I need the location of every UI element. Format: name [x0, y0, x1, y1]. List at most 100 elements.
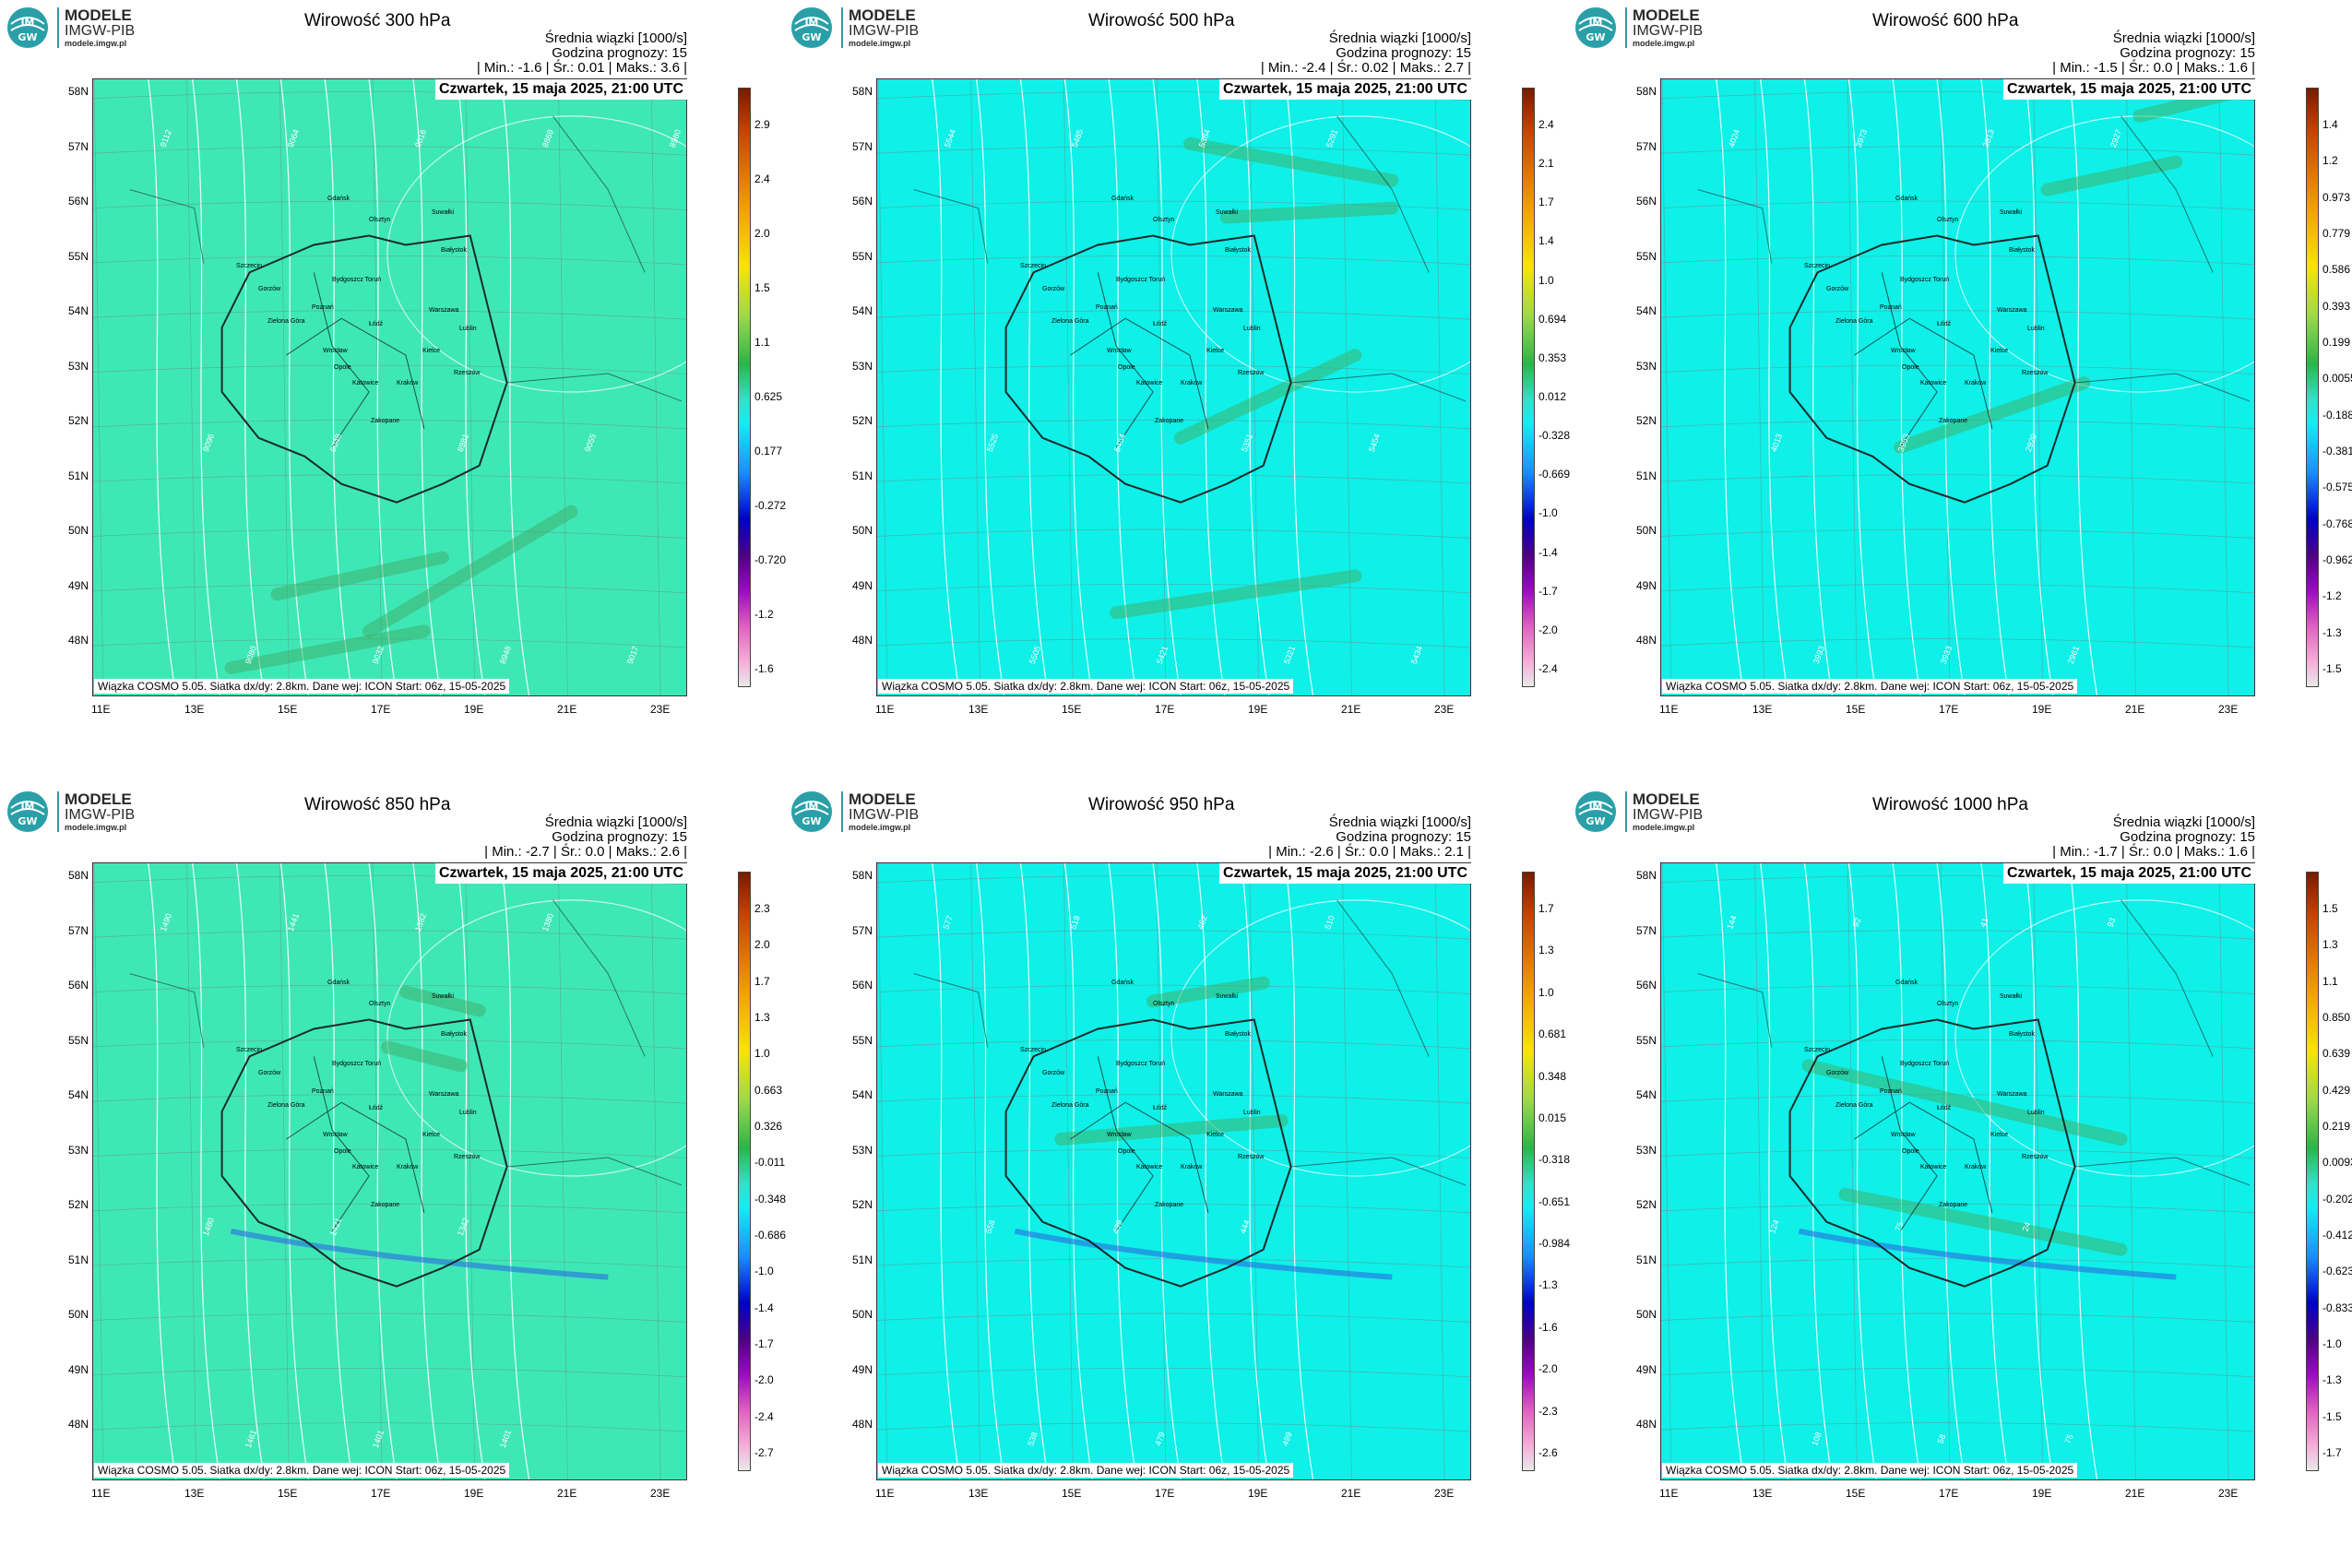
longitude-tick-label: 11E: [875, 703, 895, 716]
logo-url[interactable]: modele.imgw.pl: [849, 38, 911, 48]
city-label: Bydgoszcz Toruń: [1116, 277, 1166, 283]
colorbar-tick-label: 0.694: [1538, 312, 1567, 326]
colorbar-tick-label: -0.348: [754, 1192, 787, 1206]
city-label: Opole: [1902, 1148, 1919, 1155]
latitude-tick-label: 52N: [851, 414, 873, 427]
city-label: Szczecin: [1804, 1047, 1831, 1053]
logo-title: MODELE: [65, 790, 132, 808]
logo-url[interactable]: modele.imgw.pl: [849, 822, 911, 832]
colorbar: [738, 88, 751, 687]
latitude-tick-label: 56N: [1635, 195, 1657, 208]
logo-url[interactable]: modele.imgw.pl: [65, 38, 127, 48]
city-label: Zakopane: [1939, 418, 1968, 424]
logo-subtitle: IMGW-PIB: [849, 22, 920, 39]
city-label: Kielce: [422, 1132, 441, 1138]
city-label: Opole: [1902, 364, 1919, 371]
panel-title: Wirowość 600 hPa: [1872, 11, 2019, 30]
latitude-tick-label: 51N: [851, 1253, 873, 1266]
vorticity-map: [93, 79, 686, 695]
longitude-tick-label: 11E: [91, 1487, 111, 1500]
city-label: Zielona Góra: [267, 318, 305, 325]
logo-url[interactable]: modele.imgw.pl: [1633, 38, 1695, 48]
latitude-tick-label: 54N: [67, 1088, 89, 1101]
imgw-logo[interactable]: IM GW MODELE IMGW-PIB modele.imgw.pl: [6, 790, 135, 834]
units-label: Średnia wiązki [1000/s]: [1328, 814, 1471, 830]
units-label: Średnia wiązki [1000/s]: [544, 30, 687, 46]
colorbar-tick-label: -1.5: [2322, 1409, 2342, 1423]
colorbar-tick-label: 1.3: [2322, 938, 2338, 952]
colorbar-tick-label: -0.575: [2322, 481, 2352, 494]
latitude-tick-label: 56N: [1635, 979, 1657, 992]
city-label: Kraków: [397, 380, 419, 386]
forecast-panel: IM GW MODELE IMGW-PIB modele.imgw.pl Wirowoś…: [784, 0, 1570, 784]
colorbar-tick-label: 0.012: [1538, 390, 1567, 403]
stats-label: | Min.: -1.5 | Śr.: 0.0 | Maks.: 1.6 |: [2052, 60, 2255, 76]
map-area: [92, 78, 687, 696]
latitude-tick-label: 50N: [1635, 524, 1657, 537]
city-label: Warszawa: [429, 1091, 459, 1098]
colorbar-tick-label: -0.272: [754, 499, 787, 512]
longitude-tick-label: 21E: [557, 703, 577, 716]
latitude-tick-label: 48N: [67, 634, 89, 647]
colorbar-tick-label: 1.0: [1538, 273, 1554, 287]
imgw-logo-icon: IM GW: [1575, 7, 1616, 48]
svg-text:IM: IM: [20, 17, 34, 29]
imgw-logo[interactable]: IM GW MODELE IMGW-PIB modele.imgw.pl: [6, 6, 135, 50]
city-label: Szczecin: [236, 1047, 263, 1053]
valid-time-box: Czwartek, 15 maja 2025, 21:00 UTC: [2002, 79, 2255, 100]
city-label: Opole: [334, 1148, 351, 1155]
latitude-tick-label: 48N: [1635, 1418, 1657, 1431]
colorbar-tick-label: 1.7: [1538, 196, 1554, 209]
colorbar-tick-label: -2.4: [754, 1409, 774, 1423]
city-label: Zielona Góra: [1051, 318, 1089, 325]
city-label: Szczecin: [236, 263, 263, 269]
svg-text:GW: GW: [802, 815, 821, 827]
colorbar-tick-label: 0.625: [754, 390, 783, 403]
panel-meta: Średnia wiązki [1000/s] Godzina prognozy:…: [477, 31, 687, 76]
city-label: Olsztyn: [1153, 217, 1175, 223]
city-label: Kielce: [1206, 348, 1225, 354]
city-label: Gdańsk: [1111, 980, 1134, 986]
model-footer: Wiązka COSMO 5.05. Siatka dx/dy: 2.8km. …: [878, 1463, 1294, 1478]
latitude-tick-label: 57N: [1635, 139, 1657, 153]
longitude-tick-label: 13E: [968, 703, 989, 716]
imgw-logo[interactable]: IM GW MODELE IMGW-PIB modele.imgw.pl: [1574, 790, 1703, 834]
city-label: Katowice: [1920, 380, 1947, 386]
colorbar-tick-label: -2.0: [1538, 1362, 1558, 1376]
city-label: Rzeszów: [2022, 370, 2049, 376]
imgw-logo[interactable]: IM GW MODELE IMGW-PIB modele.imgw.pl: [1574, 6, 1703, 50]
logo-url[interactable]: modele.imgw.pl: [1633, 822, 1695, 832]
imgw-logo[interactable]: IM GW MODELE IMGW-PIB modele.imgw.pl: [790, 790, 919, 834]
city-label: Gorzów: [258, 286, 281, 292]
city-label: Łódź: [1937, 1105, 1952, 1111]
city-label: Warszawa: [1997, 1091, 2027, 1098]
city-label: Olsztyn: [1937, 1001, 1959, 1007]
vorticity-map: [877, 863, 1470, 1479]
longitude-tick-label: 13E: [968, 1487, 989, 1500]
longitude-tick-label: 13E: [184, 703, 205, 716]
city-label: Suwałki: [1216, 209, 1239, 216]
longitude-tick-label: 13E: [184, 1487, 205, 1500]
longitude-tick-label: 17E: [1939, 1487, 1959, 1500]
colorbar-tick-label: 0.639: [2322, 1047, 2351, 1061]
colorbar-tick-label: 2.9: [754, 118, 770, 131]
city-label: Olsztyn: [1937, 217, 1959, 223]
map-area: [1660, 78, 2255, 696]
logo-url[interactable]: modele.imgw.pl: [65, 822, 127, 832]
panel-title: Wirowość 850 hPa: [304, 795, 451, 814]
latitude-tick-label: 53N: [67, 1143, 89, 1157]
imgw-logo[interactable]: IM GW MODELE IMGW-PIB modele.imgw.pl: [790, 6, 919, 50]
latitude-tick-label: 49N: [67, 1362, 89, 1376]
city-label: Rzeszów: [454, 370, 481, 376]
city-label: Lublin: [1243, 326, 1261, 332]
city-label: Katowice: [352, 1164, 379, 1170]
svg-text:GW: GW: [802, 31, 821, 43]
city-label: Szczecin: [1020, 263, 1047, 269]
latitude-tick-label: 57N: [67, 139, 89, 153]
longitude-tick-label: 11E: [91, 703, 111, 716]
longitude-tick-label: 19E: [464, 1487, 484, 1500]
colorbar-tick-label: -1.0: [1538, 506, 1558, 520]
city-label: Kraków: [1965, 1164, 1987, 1170]
city-label: Kraków: [1181, 1164, 1203, 1170]
city-label: Białystok: [2009, 1031, 2036, 1038]
